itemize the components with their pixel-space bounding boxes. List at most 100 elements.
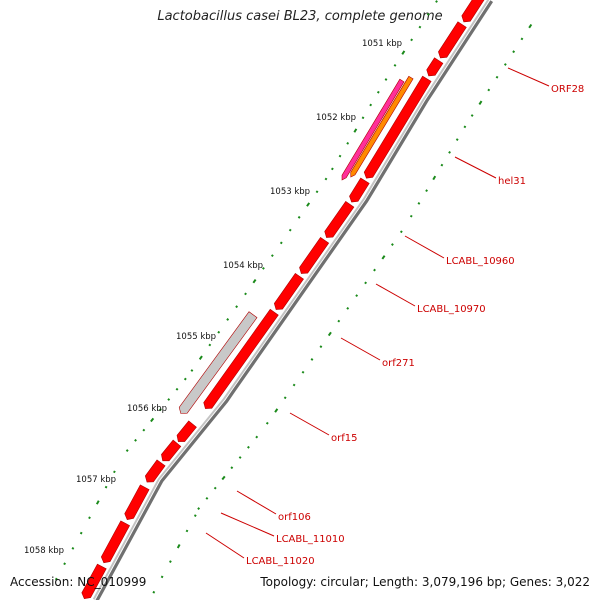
gene-label: hel31 [498,176,526,187]
scale-tick [369,103,373,107]
gene-label: orf271 [382,358,415,369]
scale-tick [292,383,296,387]
scale-ticks-inner [54,0,438,581]
scale-tick [353,128,358,133]
scale-tick [384,78,388,81]
gene-arrow [324,200,355,238]
scale-tick [95,500,100,505]
scale-tick [337,319,341,323]
scale-tick [448,150,451,154]
scale-label: 1055 kbp [176,332,216,342]
scale-tick [376,90,380,94]
scale-tick [432,175,437,181]
scale-tick [193,514,197,517]
scale-tick [265,421,269,425]
scale-tick [270,254,274,258]
scale-tick [503,63,507,66]
scale-tick [104,485,108,489]
scale-tick [208,343,212,347]
scale-tick [152,590,156,594]
gene-arrow-hel31-orange [350,75,414,178]
scale-tick [319,345,323,349]
gene-arrow [299,236,330,274]
scale-tick [54,577,58,581]
gene-arrow [81,563,107,600]
scale-tick [315,190,319,194]
gene-arrow [273,272,304,310]
scale-tick [512,50,516,54]
leader-line [375,283,416,307]
scale-tick [71,547,75,550]
scale-tick [217,330,221,334]
scale-tick [426,12,430,16]
scale-tick [301,370,305,374]
scale-tick [435,0,438,3]
scale-tick [247,445,250,449]
scale-tick [418,25,422,29]
scale-tick [252,278,257,284]
scale-tick [79,531,83,535]
scale-tick [470,114,474,117]
scale-tick [297,215,301,219]
scale-tick [198,355,203,360]
scale-tick [113,470,116,474]
gene-arrow [144,459,166,483]
scale-tick [417,202,421,205]
scale-tick [167,398,171,401]
gene-arrow [363,75,432,179]
leader-line [220,512,275,537]
scale-tick [175,387,179,391]
genome-title: Lactobacillus casei BL23, complete genom… [157,9,443,24]
scale-tick [327,331,332,337]
scale-tick [283,396,287,400]
leader-line [205,532,245,559]
leader-line [340,337,381,361]
scale-tick [528,23,533,29]
scale-tick [440,163,444,167]
gene-label: orf106 [278,512,311,523]
scale-tick [255,435,259,439]
backbone-line-light [92,0,490,600]
gene-arrow-hel31-pink [341,78,405,181]
scale-tick [134,438,137,442]
scale-tick [274,408,279,413]
scale-tick [262,266,265,270]
scale-tick [346,141,350,145]
scale-tick [142,428,146,432]
gene-label: orf15 [331,433,357,444]
scale-tick [160,575,164,579]
backbone-line-dark [95,0,494,600]
scale-label: 1057 kbp [76,475,116,485]
gene-label: LCABL_11010 [276,534,345,545]
scale-tick [183,377,187,381]
scale-label: 1056 kbp [127,404,167,414]
gene-arrow [426,57,444,77]
gene-arrow [100,520,131,564]
scale-tick [399,230,403,234]
gene-arrow [124,484,150,520]
scale-label: 1052 kbp [316,113,356,123]
scale-tick [331,167,334,171]
scale-label: 1053 kbp [270,187,310,197]
scale-tick [169,560,172,563]
scale-label: 1054 kbp [223,261,263,271]
scale-label: 1051 kbp [362,39,402,49]
leader-line [289,412,330,436]
gene-arrow-orf15 [178,311,258,414]
leader-line [507,67,550,87]
scale-tick [213,486,217,490]
scale-tick [381,255,386,260]
scale-tick [410,38,414,42]
scale-ticks-outer [152,23,533,594]
scale-tick [125,449,129,452]
scale-tick [495,75,499,79]
scale-tick [487,88,491,92]
scale-tick [463,125,467,129]
scale-tick [425,189,428,193]
gene-labels: ORF28 hel31 LCABL_10960 LCABL_10970 orf271 or… [246,84,584,567]
gene-label: LCABL_10960 [446,256,515,267]
accession-text: Accession: NC_010999 [10,575,147,589]
scale-tick [373,268,376,272]
scale-label: 1058 kbp [24,546,64,556]
